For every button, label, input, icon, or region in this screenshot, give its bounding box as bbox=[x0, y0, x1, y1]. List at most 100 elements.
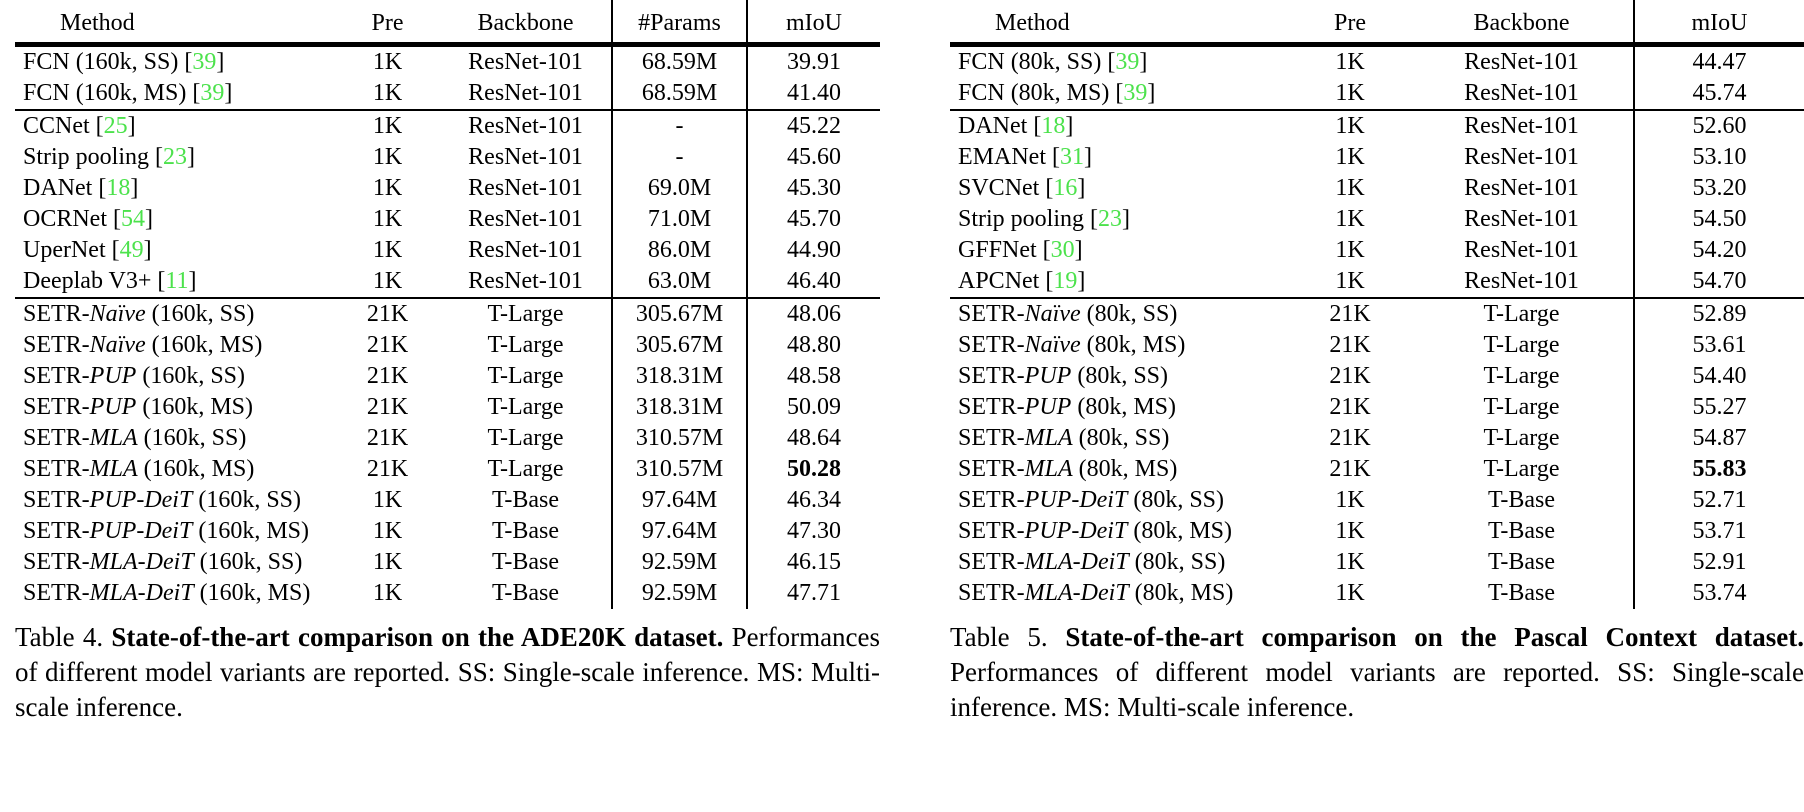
citation-link[interactable]: 23 bbox=[163, 144, 188, 170]
miou-cell: 45.30 bbox=[787, 175, 841, 201]
table-section: FCN (160k, SS) [39] 1K ResNet-101 68.59M 39.… bbox=[15, 47, 880, 109]
method-cell: FCN (80k, SS) [39] bbox=[950, 47, 1290, 78]
method-text: ] bbox=[1077, 175, 1086, 201]
method-cell: SETR-MLA (160k, SS) bbox=[15, 423, 335, 454]
pre-cell: 21K bbox=[1329, 425, 1371, 451]
miou-cell: 44.90 bbox=[787, 237, 841, 263]
method-variant-name: Naïve bbox=[89, 301, 146, 327]
method-text: SETR- bbox=[958, 425, 1025, 451]
method-cell: SETR-Naïve (160k, MS) bbox=[15, 330, 335, 361]
citation-link[interactable]: 16 bbox=[1053, 175, 1078, 201]
table4-caption: Table 4. State-of-the-art comparison on … bbox=[15, 620, 880, 725]
backbone-cell: ResNet-101 bbox=[440, 173, 613, 204]
table-row: OCRNet [54] 1K ResNet-101 71.0M 45.70 bbox=[15, 204, 880, 235]
method-text: SETR- bbox=[23, 580, 90, 606]
method-cell: SETR-MLA-DeiT (160k, MS) bbox=[15, 578, 335, 609]
table-row: DANet [18] 1K ResNet-101 69.0M 45.30 bbox=[15, 173, 880, 204]
params-cell: 92.59M bbox=[613, 578, 748, 609]
backbone-cell: T-Large bbox=[440, 330, 613, 361]
citation-link[interactable]: 49 bbox=[119, 237, 144, 263]
method-variant-name: PUP-DeiT bbox=[89, 518, 193, 544]
method-text: ] bbox=[1139, 49, 1148, 75]
table-row: UperNet [49] 1K ResNet-101 86.0M 44.90 bbox=[15, 235, 880, 266]
method-variant-name: PUP bbox=[1024, 363, 1072, 389]
citation-link[interactable]: 18 bbox=[1041, 113, 1066, 139]
method-cell: SETR-MLA-DeiT (160k, SS) bbox=[15, 547, 335, 578]
pre-cell: 21K bbox=[1329, 301, 1371, 327]
method-variant-name: PUP-DeiT bbox=[89, 487, 193, 513]
miou-cell: 55.83 bbox=[1692, 456, 1747, 482]
miou-cell: 55.27 bbox=[1692, 394, 1747, 420]
column-header-params: #Params bbox=[613, 0, 748, 42]
method-text: (80k, MS) bbox=[1127, 518, 1232, 544]
citation-link[interactable]: 39 bbox=[200, 80, 225, 106]
miou-cell: 54.20 bbox=[1692, 237, 1747, 263]
table-row: APCNet [19] 1K ResNet-101 54.70 bbox=[950, 266, 1804, 297]
table-row: Strip pooling [23] 1K ResNet-101- 45.60 bbox=[15, 142, 880, 173]
table-row: FCN (80k, SS) [39] 1K ResNet-101 44.47 bbox=[950, 47, 1804, 78]
pre-cell: 21K bbox=[366, 332, 409, 358]
miou-cell: 39.91 bbox=[787, 49, 841, 75]
params-cell: 97.64M bbox=[613, 485, 748, 516]
citation-link[interactable]: 18 bbox=[106, 175, 131, 201]
method-text: SETR- bbox=[23, 301, 90, 327]
method-text: SETR- bbox=[958, 549, 1025, 575]
backbone-cell: ResNet-101 bbox=[440, 204, 613, 235]
pre-cell: 21K bbox=[366, 363, 409, 389]
citation-link[interactable]: 11 bbox=[165, 268, 189, 294]
miou-cell: 54.50 bbox=[1692, 206, 1747, 232]
backbone-cell: T-Large bbox=[440, 392, 613, 423]
method-variant-name: PUP-DeiT bbox=[1024, 487, 1128, 513]
method-cell: SETR-MLA-DeiT (80k, SS) bbox=[950, 547, 1290, 578]
citation-link[interactable]: 31 bbox=[1059, 144, 1084, 170]
method-text: (80k, SS) bbox=[1071, 363, 1169, 389]
method-text: ] bbox=[1122, 206, 1131, 232]
miou-cell: 46.15 bbox=[787, 549, 841, 575]
citation-link[interactable]: 39 bbox=[192, 49, 217, 75]
method-cell: SETR-PUP (160k, MS) bbox=[15, 392, 335, 423]
method-text: SETR- bbox=[958, 518, 1025, 544]
params-cell: 97.64M bbox=[613, 516, 748, 547]
backbone-cell: ResNet-101 bbox=[1410, 78, 1635, 109]
method-variant-name: PUP bbox=[89, 394, 137, 420]
method-cell: SETR-PUP-DeiT (160k, SS) bbox=[15, 485, 335, 516]
method-text: (80k, MS) bbox=[1071, 394, 1176, 420]
citation-link[interactable]: 30 bbox=[1050, 237, 1075, 263]
citation-link[interactable]: 39 bbox=[1115, 49, 1140, 75]
backbone-cell: T-Large bbox=[440, 299, 613, 330]
miou-cell: 48.64 bbox=[787, 425, 841, 451]
backbone-cell: T-Base bbox=[1410, 578, 1635, 609]
method-cell: SETR-MLA (80k, MS) bbox=[950, 454, 1290, 485]
method-variant-name: MLA-DeiT bbox=[89, 549, 194, 575]
pre-cell: 1K bbox=[372, 113, 403, 139]
table-ade20k-grid: Method Pre Backbone #Params mIoU FCN (160k, S… bbox=[15, 0, 880, 609]
method-variant-name: Naïve bbox=[1024, 301, 1081, 327]
pre-cell: 1K bbox=[1335, 80, 1365, 106]
citation-link[interactable]: 54 bbox=[121, 206, 145, 232]
citation-link[interactable]: 39 bbox=[1123, 80, 1148, 106]
backbone-cell: ResNet-101 bbox=[1410, 235, 1635, 266]
method-text: FCN (160k, MS) [ bbox=[23, 80, 201, 106]
table-header-row: Method Pre Backbone mIoU bbox=[950, 0, 1804, 47]
pre-cell: 21K bbox=[1329, 456, 1371, 482]
params-cell: 71.0M bbox=[613, 204, 748, 235]
method-text: UperNet [ bbox=[23, 237, 120, 263]
backbone-cell: T-Base bbox=[1410, 547, 1635, 578]
table-section: SETR-Naïve (160k, SS) 21K T-Large 305.67M 48… bbox=[15, 297, 880, 609]
caption-label: Table 4. bbox=[15, 622, 104, 652]
method-text: ] bbox=[1077, 268, 1086, 294]
citation-link[interactable]: 23 bbox=[1098, 206, 1123, 232]
citation-link[interactable]: 25 bbox=[103, 113, 128, 139]
method-text: (160k, SS) bbox=[192, 487, 302, 513]
method-text: (80k, MS) bbox=[1072, 456, 1178, 482]
method-text: Strip pooling [ bbox=[958, 206, 1099, 232]
citation-link[interactable]: 19 bbox=[1053, 268, 1078, 294]
miou-cell: 45.70 bbox=[787, 206, 841, 232]
params-cell: 310.57M bbox=[613, 423, 748, 454]
method-text: SETR- bbox=[23, 332, 90, 358]
table-section: CCNet [25] 1K ResNet-101-45.22 Strip poolin… bbox=[15, 109, 880, 297]
method-text: FCN (80k, MS) [ bbox=[958, 80, 1124, 106]
pre-cell: 21K bbox=[1329, 332, 1371, 358]
table-row: SETR-Naïve (160k, SS) 21K T-Large 305.67M 48… bbox=[15, 299, 880, 330]
method-text: ] bbox=[130, 175, 139, 201]
